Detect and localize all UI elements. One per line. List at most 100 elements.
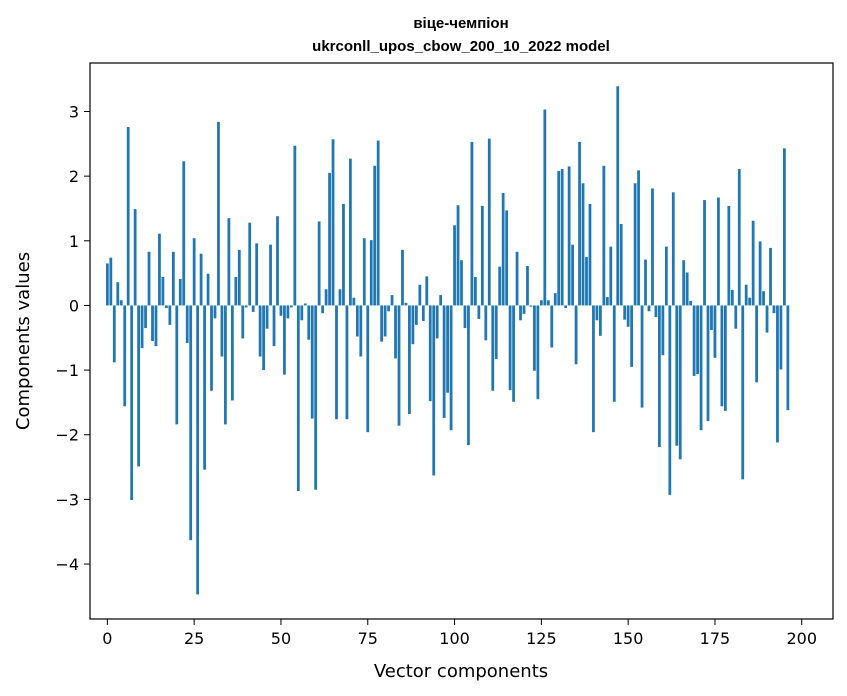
bar (474, 277, 477, 306)
bar (178, 278, 182, 306)
bar (720, 305, 724, 407)
bar (453, 225, 456, 306)
bar (654, 305, 658, 318)
bar (557, 170, 561, 306)
bar (612, 305, 616, 402)
bar (664, 246, 668, 306)
bar (161, 277, 165, 306)
bar (112, 305, 116, 363)
bar (404, 302, 408, 306)
bar (685, 272, 689, 306)
bar (220, 305, 224, 357)
bar (442, 305, 446, 418)
bar (123, 305, 127, 407)
bar (394, 305, 397, 359)
bar (546, 300, 550, 306)
x-tick-label: 100 (439, 629, 470, 648)
bar (293, 145, 297, 306)
bar (265, 305, 269, 329)
bar (658, 305, 661, 448)
x-tick-label: 200 (786, 629, 817, 648)
bar (689, 300, 693, 306)
bar (227, 218, 231, 306)
bar (331, 139, 335, 306)
bar (255, 243, 259, 306)
bar (224, 305, 227, 425)
bar (682, 260, 686, 306)
bar (109, 257, 113, 306)
bar (414, 305, 418, 325)
bar (133, 209, 137, 306)
bar (671, 192, 675, 306)
bar (349, 158, 352, 306)
bar (258, 305, 262, 357)
plot-frame (89, 62, 834, 620)
x-tick-label: 175 (700, 629, 731, 648)
bar (182, 161, 186, 306)
bar (317, 221, 321, 306)
bar (609, 246, 613, 306)
bar (210, 305, 213, 391)
bar (533, 305, 536, 371)
bar (595, 305, 599, 321)
bar (522, 305, 526, 314)
bar (692, 305, 696, 376)
bar (748, 297, 752, 306)
bar (144, 305, 147, 329)
bar (640, 305, 644, 408)
bar (300, 305, 304, 321)
bar (251, 305, 255, 312)
bar (137, 305, 140, 467)
bar (199, 253, 203, 306)
x-tick-label: 75 (358, 629, 378, 648)
bar (578, 141, 581, 306)
bar (171, 251, 175, 306)
bar (359, 305, 363, 357)
y-tick-label: 3 (69, 102, 79, 121)
bar (289, 305, 293, 308)
bar (335, 305, 338, 420)
bar (588, 203, 592, 306)
bar (491, 305, 495, 391)
bar (567, 166, 571, 306)
bar (477, 305, 481, 320)
bar (494, 305, 498, 360)
bar (158, 233, 161, 306)
bar (175, 305, 179, 425)
bar (279, 305, 283, 316)
bar (192, 238, 196, 306)
bar (696, 305, 699, 374)
bar (248, 222, 252, 306)
bar (623, 305, 627, 320)
bar (408, 305, 411, 415)
bar (536, 305, 540, 400)
bar (397, 305, 401, 426)
bar (776, 305, 779, 443)
bar (116, 282, 120, 306)
bar (390, 295, 394, 306)
bar (699, 305, 703, 431)
bar (328, 172, 331, 306)
bar (678, 305, 682, 460)
bar (480, 205, 484, 306)
x-tick-label: 0 (102, 629, 112, 648)
y-tick-label: −2 (55, 426, 79, 445)
bar (727, 205, 731, 306)
bar (508, 305, 512, 391)
y-axis-label: Components values (13, 252, 34, 430)
bar (401, 249, 404, 306)
bar (241, 305, 245, 339)
bar (380, 305, 384, 342)
bar (449, 305, 453, 431)
bar (737, 169, 741, 306)
bar (769, 247, 772, 306)
bar (786, 305, 790, 411)
bar (515, 251, 519, 306)
bar (550, 305, 554, 348)
bar (147, 251, 151, 306)
bar (366, 305, 370, 433)
bar (772, 305, 776, 314)
bar (741, 305, 745, 480)
bar (439, 295, 443, 306)
